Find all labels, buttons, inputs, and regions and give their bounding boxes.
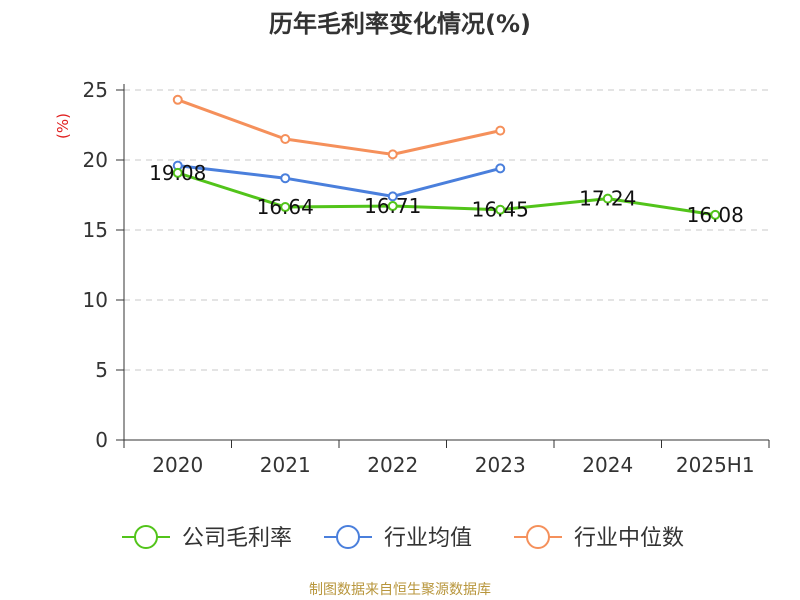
legend-marker-icon <box>134 525 158 549</box>
data-point <box>172 167 183 178</box>
source-note: 制图数据来自恒生聚源数据库 <box>309 582 491 598</box>
series-line-0 <box>177 171 716 217</box>
x-tick-label: 2020 <box>152 453 203 477</box>
legend-marker-icon <box>336 525 360 549</box>
x-tick-label: 2024 <box>582 453 633 477</box>
data-point <box>172 94 183 105</box>
chart-title: 历年毛利率变化情况(%) <box>269 10 531 38</box>
data-point <box>280 202 291 213</box>
data-point <box>710 209 721 220</box>
y-tick-label: 0 <box>95 428 108 452</box>
data-label: 16.64 <box>257 195 314 219</box>
series-line-2 <box>177 98 501 156</box>
legend-label: 行业均值 <box>384 526 472 551</box>
legend-label: 公司毛利率 <box>182 526 292 551</box>
y-axis-label: (%) <box>54 113 72 139</box>
data-label: 16.71 <box>364 194 421 218</box>
data-point <box>280 173 291 184</box>
data-point <box>387 149 398 160</box>
legend-marker-icon <box>526 525 550 549</box>
y-tick-label: 15 <box>83 218 108 242</box>
data-point <box>602 193 613 204</box>
series-layer: 19.08 16.64 16.71 16.45 17.24 16.08 <box>149 94 744 227</box>
data-label: 16.08 <box>687 203 744 227</box>
x-tick-label: 2023 <box>475 453 526 477</box>
y-tick-label: 20 <box>83 148 108 172</box>
x-tick-label: 2022 <box>367 453 418 477</box>
data-point <box>495 204 506 215</box>
data-label: 17.24 <box>579 187 636 211</box>
x-tick-label: 2025H1 <box>676 453 755 477</box>
series-line-1 <box>177 164 501 198</box>
legend: 公司毛利率 行业均值 行业中位数 <box>122 525 684 551</box>
grid-lines <box>124 89 769 371</box>
legend-label: 行业中位数 <box>574 526 684 551</box>
data-point <box>495 163 506 174</box>
data-point <box>280 134 291 144</box>
y-tick-label: 25 <box>83 78 108 102</box>
y-tick-label: 5 <box>95 358 108 382</box>
data-point <box>495 125 506 136</box>
data-point <box>387 201 398 212</box>
axes: 0 5 10 15 20 25 2020 2021 2022 2023 2024 2025H1 <box>83 78 770 477</box>
data-label: 16.45 <box>472 198 529 222</box>
y-tick-label: 10 <box>83 288 108 312</box>
x-tick-label: 2021 <box>260 453 311 477</box>
data-label: 19.08 <box>149 161 206 185</box>
data-point <box>387 191 398 202</box>
